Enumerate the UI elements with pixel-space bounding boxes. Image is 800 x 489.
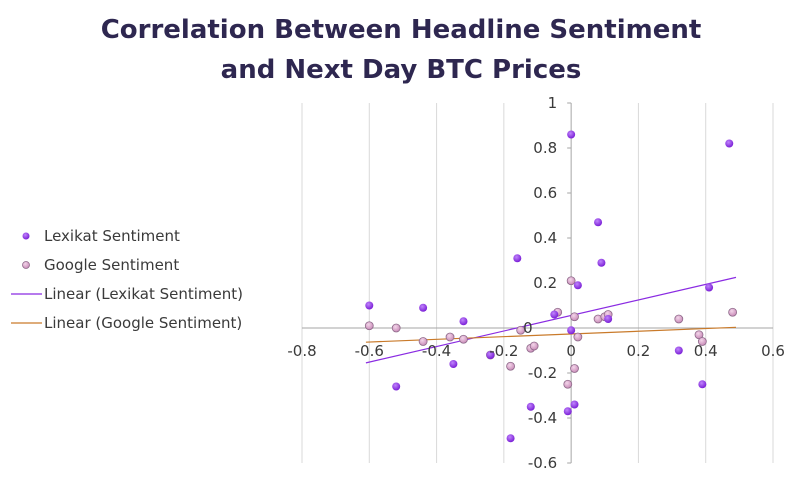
lexikat-point bbox=[597, 258, 606, 267]
y-tick-label: -0.2 bbox=[528, 364, 557, 382]
y-tick-label: 0.6 bbox=[533, 184, 557, 202]
google-point bbox=[570, 312, 579, 322]
legend-marker bbox=[22, 232, 30, 240]
google-point bbox=[516, 325, 526, 335]
y-tick-label: -0.4 bbox=[528, 409, 557, 427]
lexikat-point bbox=[604, 315, 613, 323]
lexikat-point bbox=[392, 382, 401, 391]
lexikat-point bbox=[550, 310, 559, 319]
legend-item-google: Google Sentiment bbox=[22, 256, 179, 274]
y-tick-label: 0 bbox=[523, 319, 533, 337]
legend-label: Linear (Google Sentiment) bbox=[44, 314, 242, 332]
lexikat-point bbox=[459, 317, 468, 326]
google-point bbox=[529, 341, 539, 351]
lexikat-point bbox=[486, 351, 495, 359]
chart-title: Correlation Between Headline Sentiment a… bbox=[101, 15, 702, 85]
lexikat-point bbox=[526, 402, 535, 411]
y-tick-label: -0.6 bbox=[528, 454, 557, 472]
legend-item-linear-google: Linear (Google Sentiment) bbox=[11, 314, 242, 332]
google-point bbox=[728, 307, 738, 317]
google-point bbox=[506, 361, 515, 371]
google-point bbox=[418, 337, 428, 346]
legend-label: Google Sentiment bbox=[44, 256, 179, 274]
x-tick-label: -0.8 bbox=[287, 342, 316, 360]
google-point bbox=[364, 321, 374, 331]
google-point bbox=[563, 379, 573, 389]
lexikat-point bbox=[570, 400, 579, 409]
google-point bbox=[566, 276, 576, 286]
lexikat-point bbox=[594, 218, 603, 227]
lexikat-point bbox=[674, 346, 683, 355]
x-tick-label: -0.2 bbox=[489, 342, 518, 360]
legend-item-linear-lexikat: Linear (Lexikat Sentiment) bbox=[11, 285, 243, 303]
grid bbox=[301, 103, 774, 463]
lexikat-point bbox=[573, 281, 582, 290]
lexikat-point bbox=[705, 283, 714, 292]
legend-marker bbox=[22, 261, 30, 269]
chart-title-line-2: and Next Day BTC Prices bbox=[221, 55, 582, 85]
google-point bbox=[570, 364, 579, 373]
lexikat-point bbox=[563, 407, 572, 416]
lexikat-point bbox=[698, 380, 707, 389]
google-point bbox=[459, 334, 468, 344]
lexikat-point bbox=[449, 360, 458, 368]
trendline-google bbox=[365, 326, 737, 343]
x-tick-label: 0 bbox=[566, 342, 576, 360]
legend: Lexikat Sentiment Google Sentiment Linear … bbox=[11, 227, 243, 332]
y-tick-label: 0.4 bbox=[533, 229, 557, 247]
google-point bbox=[445, 332, 455, 342]
tick-labels: -0.8 -0.6 -0.4 -0.2 0 0.2 0.4 0.6 -0.6 -0.4 -0.2 0 0… bbox=[287, 94, 785, 472]
google-point bbox=[391, 323, 401, 333]
legend-item-lexikat: Lexikat Sentiment bbox=[22, 227, 180, 245]
x-tick-label: 0.2 bbox=[626, 342, 650, 360]
data-points bbox=[364, 130, 738, 443]
lexikat-point bbox=[725, 139, 734, 148]
google-point bbox=[697, 337, 707, 346]
lexikat-point bbox=[365, 301, 374, 310]
lexikat-point bbox=[513, 254, 522, 263]
trendlines bbox=[365, 276, 737, 364]
legend-label: Lexikat Sentiment bbox=[44, 227, 180, 245]
x-tick-label: 0.4 bbox=[694, 342, 718, 360]
google-point bbox=[573, 332, 583, 342]
lexikat-point bbox=[567, 326, 576, 335]
legend-label: Linear (Lexikat Sentiment) bbox=[44, 285, 243, 303]
y-tick-label: 0.2 bbox=[533, 274, 557, 292]
google-point bbox=[674, 314, 684, 324]
lexikat-point bbox=[419, 303, 428, 312]
y-tick-label: 0.8 bbox=[533, 139, 557, 157]
lexikat-point bbox=[506, 434, 515, 443]
x-tick-label: -0.6 bbox=[355, 342, 384, 360]
lexikat-point bbox=[567, 130, 576, 139]
y-tick-label: 1 bbox=[548, 94, 558, 112]
chart-title-line-1: Correlation Between Headline Sentiment bbox=[101, 15, 702, 45]
x-tick-label: -0.4 bbox=[422, 342, 451, 360]
x-tick-label: 0.6 bbox=[761, 342, 785, 360]
trendline-lexikat bbox=[365, 276, 737, 364]
